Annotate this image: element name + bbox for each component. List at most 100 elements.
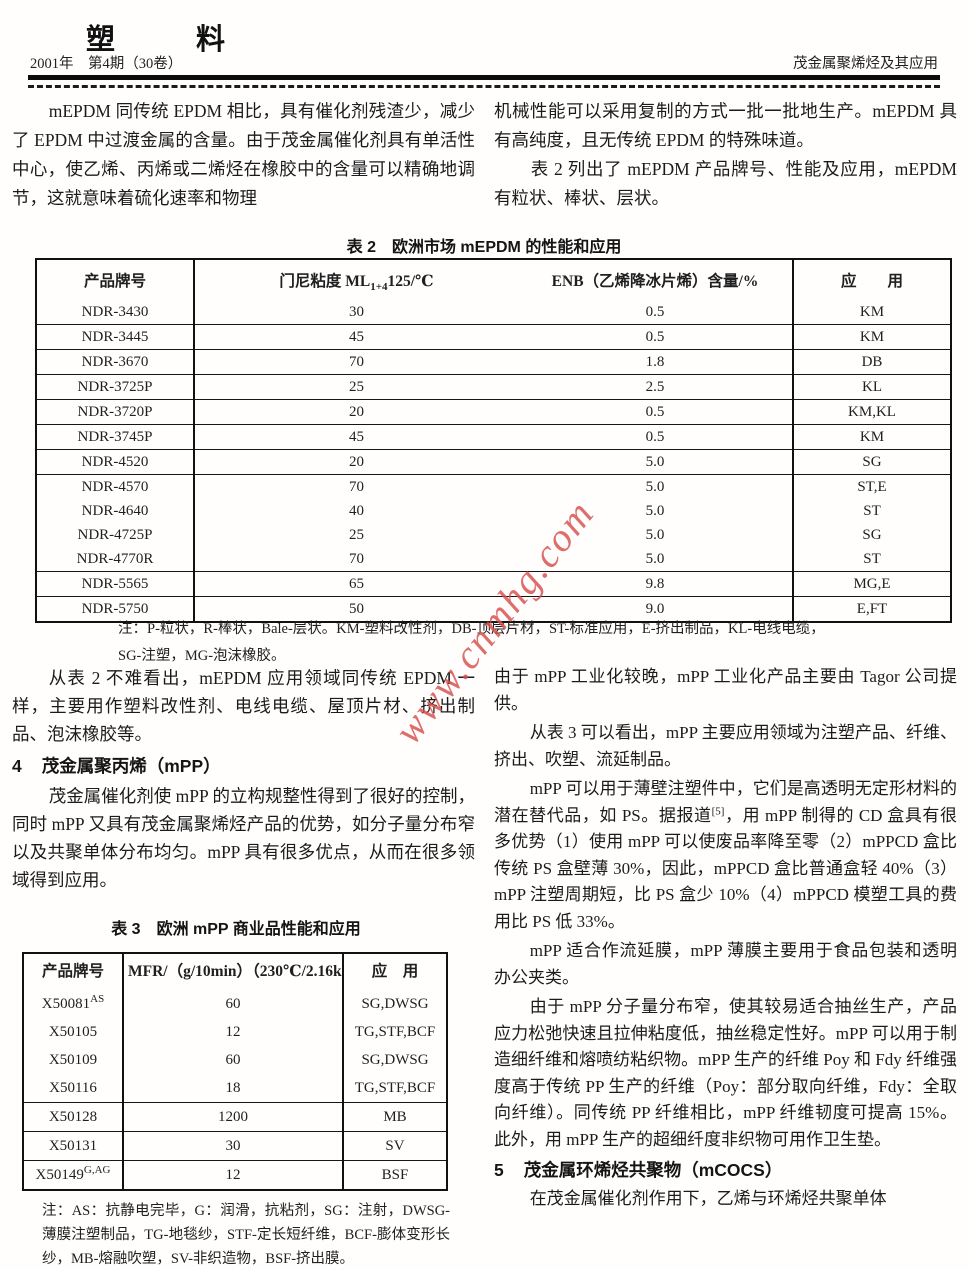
table2-col-mooney: 门尼粘度 ML1+4125/℃ bbox=[279, 273, 434, 294]
cell-application: ST bbox=[863, 550, 881, 567]
intro-paragraph-right-2: 表 2 列出了 mEPDM 产品牌号、性能及应用，mEPDM 有粒状、棒状、层状… bbox=[494, 159, 957, 208]
cell-mooney: 25 bbox=[349, 526, 364, 543]
cell-product: NDR-4640 bbox=[36, 499, 195, 523]
section-number: 5 bbox=[494, 1160, 504, 1180]
cell-product: X50131 bbox=[23, 1131, 124, 1161]
cell-enb: 5.0 bbox=[518, 474, 794, 499]
cell-mfr: 60 bbox=[123, 990, 344, 1018]
table-row: NDR-3725P 25 2.5 KL bbox=[36, 374, 951, 400]
mooney-subscript: 1+4 bbox=[370, 281, 388, 294]
journal-title: 塑 料 bbox=[86, 24, 252, 56]
table-row: NDR-4770R 70 5.0 ST bbox=[36, 547, 951, 572]
cell-enb: 5.0 bbox=[518, 449, 794, 475]
table-row: X50128 1200 MB bbox=[23, 1102, 447, 1132]
cell-product: X50081AS bbox=[23, 990, 124, 1018]
paragraph: 由于 mPP 分子量分布窄，使其较易适合抽丝生产，产品应力松弛快速且拉伸粘度低，… bbox=[494, 997, 957, 1149]
table-row: X50105 12 TG,STF,BCF bbox=[23, 1018, 447, 1046]
table-row: NDR-3720P 20 0.5 KM,KL bbox=[36, 399, 951, 425]
table-row: NDR-4725P 25 5.0 SG bbox=[36, 523, 951, 547]
cell-application: MB bbox=[343, 1102, 447, 1132]
table-row: X50116 18 TG,STF,BCF bbox=[23, 1074, 447, 1103]
table-row: NDR-3670 70 1.8 DB bbox=[36, 349, 951, 375]
table3-mpp: 产品牌号 MFR/（g/10min）（230℃/2.16kg） 应 用 X500… bbox=[22, 952, 448, 1191]
cell-mooney: 65 bbox=[194, 571, 518, 597]
table-row: NDR-3430 30 0.5 KM bbox=[36, 300, 951, 325]
cell-mfr: 18 bbox=[123, 1074, 344, 1103]
cell-product: NDR-3670 bbox=[36, 349, 195, 375]
product-superscript: AS bbox=[90, 993, 105, 1005]
table2-footnote: 注：P-粒状，R-棒状，Bale-层状。KM-塑料改性剂，DB-顶层片材，ST-… bbox=[118, 616, 930, 670]
cell-application: SG bbox=[862, 526, 882, 543]
header-rule-solid bbox=[28, 75, 940, 80]
section-title: 茂金属环烯烃共聚物（mCOCS） bbox=[523, 1160, 783, 1180]
section-title: 茂金属聚丙烯（mPP） bbox=[41, 756, 221, 776]
cell-product: X50116 bbox=[23, 1074, 124, 1103]
paragraph: 由于 mPP 工业化较晚，mPP 工业化产品主要由 Tagor 公司提供。 bbox=[494, 667, 957, 713]
cell-mooney: 20 bbox=[194, 399, 518, 425]
cell-mooney: 40 bbox=[349, 502, 364, 519]
cell-mooney: 70 bbox=[194, 474, 518, 499]
issue-row: 2001年 第4期（30卷） 茂金属聚烯烃及其应用 bbox=[30, 52, 938, 73]
paragraph: 从表 2 不难看出，mEPDM 应用领域同传统 EPDM 一样，主要用作塑料改性… bbox=[12, 668, 475, 744]
cell-enb: 5.0 bbox=[518, 547, 794, 572]
table-row: NDR-3445 45 0.5 KM bbox=[36, 324, 951, 350]
cell-enb: 0.5 bbox=[518, 424, 794, 450]
cell-application: KM,KL bbox=[793, 399, 951, 425]
header-rule-dashed bbox=[28, 85, 940, 88]
table-row: NDR-4520 20 5.0 SG bbox=[36, 449, 951, 475]
product-superscript: G,AG bbox=[83, 1164, 111, 1176]
cell-application: KM bbox=[793, 424, 951, 450]
section-heading-4: 4 茂金属聚丙烯（mPP） bbox=[12, 752, 475, 780]
cell-application: E,FT bbox=[793, 596, 951, 622]
cell-application: MG,E bbox=[793, 571, 951, 597]
table2-col-product: 产品牌号 bbox=[36, 259, 195, 300]
cell-product: NDR-4520 bbox=[36, 449, 195, 475]
table3-col-product: 产品牌号 bbox=[23, 953, 124, 990]
table-row: NDR-3745P 45 0.5 KM bbox=[36, 424, 951, 450]
cell-product: NDR-3745P bbox=[36, 424, 195, 450]
cell-enb: 9.8 bbox=[518, 571, 794, 597]
cell-application: SG,DWSG bbox=[361, 996, 429, 1012]
cell-mooney: 45 bbox=[194, 324, 518, 350]
cell-product: NDR-3725P bbox=[36, 374, 195, 400]
cell-mfr: 12 bbox=[123, 1160, 344, 1190]
cell-product: NDR-3445 bbox=[36, 324, 195, 350]
body-column-left: 从表 2 不难看出，mEPDM 应用领域同传统 EPDM 一样，主要用作塑料改性… bbox=[12, 664, 475, 1270]
paragraph-clipped: 在茂金属催化剂作用下，乙烯与环烯烃共聚单体 bbox=[529, 1188, 887, 1208]
table2-col-application: 应 用 bbox=[840, 273, 903, 290]
cell-mfr: 30 bbox=[123, 1131, 344, 1161]
cell-enb: 5.0 bbox=[518, 499, 794, 523]
cell-product: NDR-4570 bbox=[36, 474, 195, 499]
cell-product: NDR-4725P bbox=[36, 523, 195, 547]
cell-mooney: 70 bbox=[194, 349, 518, 375]
cell-product: X50149G,AG bbox=[23, 1160, 124, 1190]
table2-caption: 表 2 欧洲市场 mEPDM 的性能和应用 bbox=[346, 239, 622, 256]
cell-application: KM bbox=[859, 303, 885, 320]
cell-mooney: 25 bbox=[194, 374, 518, 400]
table2-footnote-line2: SG-注塑，MG-泡沫橡胶。 bbox=[118, 648, 286, 664]
intro-column-right: 机械性能可以采用复制的方式一批一批地生产。mEPDM 具有高纯度，且无传统 EP… bbox=[494, 97, 957, 213]
table3-col-application: 应 用 bbox=[371, 963, 419, 980]
table3-col-mfr: MFR/（g/10min）（230℃/2.16kg） bbox=[123, 953, 344, 990]
cell-product: X50128 bbox=[23, 1102, 124, 1132]
cell-enb: 0.5 bbox=[518, 300, 794, 325]
table-row: NDR-5750 50 9.0 E,FT bbox=[36, 596, 951, 622]
paragraph: 茂金属催化剂使 mPP 的立构规整性得到了很好的控制，同时 mPP 又具有茂金属… bbox=[12, 786, 475, 890]
cell-application: SG bbox=[793, 449, 951, 475]
cell-enb: 2.5 bbox=[518, 374, 794, 400]
cell-enb: 1.8 bbox=[518, 349, 794, 375]
table3-header-row: 产品牌号 MFR/（g/10min）（230℃/2.16kg） 应 用 bbox=[23, 953, 447, 990]
paragraph: 从表 3 可以看出，mPP 主要应用领域为注塑产品、纤维、挤出、吹塑、流延制品。 bbox=[494, 723, 957, 769]
table-row: NDR-5565 65 9.8 MG,E bbox=[36, 571, 951, 597]
cell-mfr: 12 bbox=[123, 1018, 344, 1046]
issue-info: 2001年 第4期（30卷） bbox=[30, 56, 183, 72]
cell-application: ST,E bbox=[793, 474, 951, 499]
cell-product: NDR-3720P bbox=[36, 399, 195, 425]
cell-application: DB bbox=[793, 349, 951, 375]
cell-mooney: 20 bbox=[194, 449, 518, 475]
cell-application: ST bbox=[863, 502, 881, 519]
cell-product: NDR-5750 bbox=[36, 596, 195, 622]
table3-footnote: 注：AS：抗静电完毕，G：润滑，抗粘剂，SG：注射，DWSG-薄膜注塑制品，TG… bbox=[42, 1203, 450, 1267]
table2-col-enb: ENB（乙烯降冰片烯）含量/% bbox=[518, 259, 794, 300]
cell-product: NDR-5565 bbox=[36, 571, 195, 597]
